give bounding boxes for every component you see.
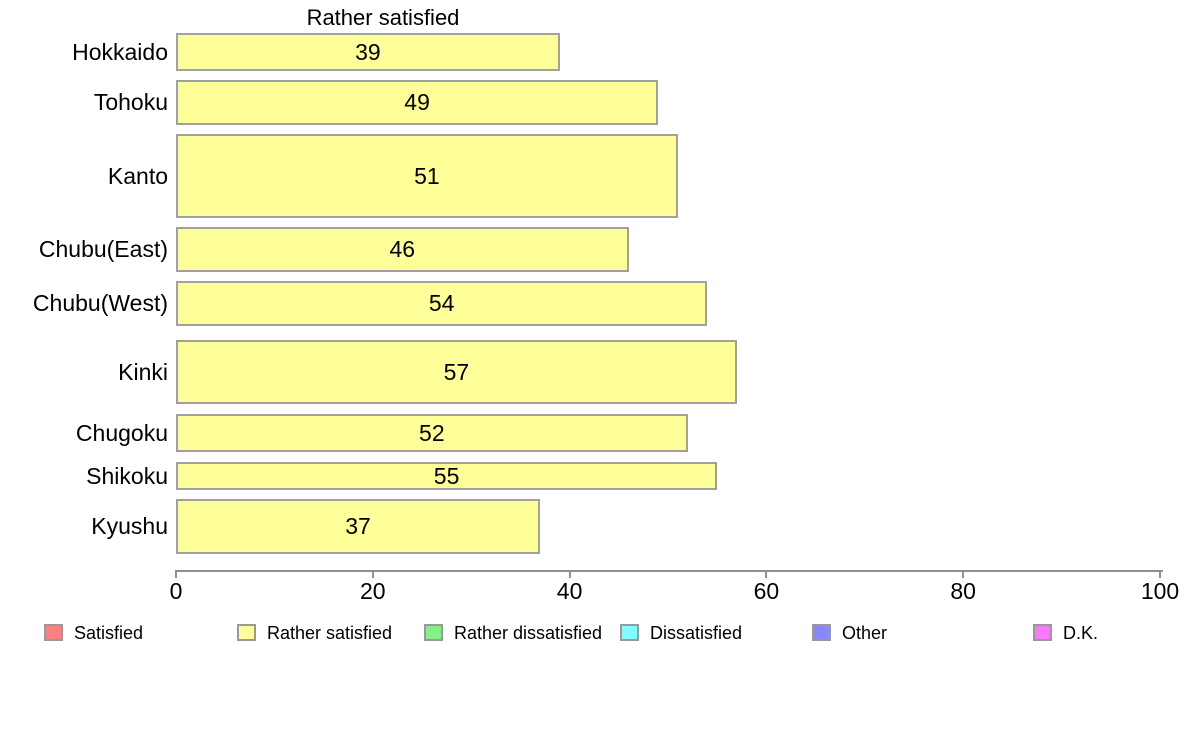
- x-tick-mark: [765, 570, 768, 578]
- x-tick-label: 0: [169, 578, 183, 604]
- x-tick-label: 20: [360, 578, 386, 604]
- bar-hokkaido: 39: [176, 33, 560, 71]
- x-tick-label: 40: [556, 578, 583, 604]
- x-tick-mark: [175, 570, 177, 578]
- x-tick-mark: [962, 570, 965, 578]
- bar-chugoku: 52: [176, 414, 688, 452]
- legend-swatch-other: [812, 624, 831, 641]
- bar-value-label: 51: [414, 163, 440, 189]
- category-label-hokkaido: Hokkaido: [72, 39, 168, 65]
- bar-value-label: 49: [404, 89, 430, 115]
- category-label-kanto: Kanto: [107, 163, 168, 189]
- bar-value-label: 46: [389, 236, 416, 262]
- bar-kanto: 51: [176, 134, 678, 218]
- bar-tohoku: 49: [176, 80, 659, 125]
- bar-value-label: 39: [355, 39, 381, 65]
- category-label-shikoku: Shikoku: [86, 463, 168, 489]
- legend-swatch-d-k: [1033, 624, 1052, 641]
- x-tick-mark: [568, 570, 571, 578]
- legend-swatch-rather-dissatisfied: [424, 624, 443, 641]
- bar-value-label: 57: [443, 359, 470, 385]
- x-tick-label: 100: [1140, 578, 1180, 604]
- legend-label-d-k: D.K.: [1063, 623, 1099, 643]
- legend-label-satisfied: Satisfied: [74, 623, 144, 643]
- bar-chubu-west: 54: [176, 281, 708, 326]
- bar-shikoku: 55: [176, 462, 718, 490]
- legend-label-other: Other: [842, 623, 888, 643]
- legend-swatch-dissatisfied: [620, 624, 639, 641]
- category-label-chubu-west: Chubu(West): [32, 290, 168, 316]
- chart-title: Rather satisfied: [306, 5, 460, 30]
- x-tick-label: 60: [753, 578, 780, 604]
- bar-kyushu: 37: [176, 499, 541, 554]
- category-label-chubu-east: Chubu(East): [38, 236, 168, 262]
- bar-value-label: 37: [345, 513, 371, 539]
- bar-value-label: 55: [433, 463, 460, 489]
- category-label-chugoku: Chugoku: [75, 420, 168, 446]
- legend-label-rather-dissatisfied: Rather dissatisfied: [454, 623, 603, 643]
- category-label-kyushu: Kyushu: [91, 513, 168, 539]
- bar-kinki: 57: [176, 340, 737, 404]
- x-tick-mark: [371, 570, 374, 578]
- category-label-kinki: Kinki: [118, 359, 168, 385]
- category-label-tohoku: Tohoku: [93, 89, 168, 115]
- bar-value-label: 52: [419, 420, 445, 446]
- legend-swatch-satisfied: [44, 624, 63, 641]
- legend-label-dissatisfied: Dissatisfied: [650, 623, 743, 643]
- legend-swatch-rather-satisfied: [237, 624, 256, 641]
- x-axis-line: [175, 570, 1163, 572]
- bar-chubu-east: 46: [176, 227, 629, 272]
- legend-label-rather-satisfied: Rather satisfied: [267, 623, 393, 643]
- x-tick-label: 80: [950, 578, 976, 604]
- bar-value-label: 54: [428, 290, 455, 316]
- x-tick-mark: [1159, 570, 1161, 578]
